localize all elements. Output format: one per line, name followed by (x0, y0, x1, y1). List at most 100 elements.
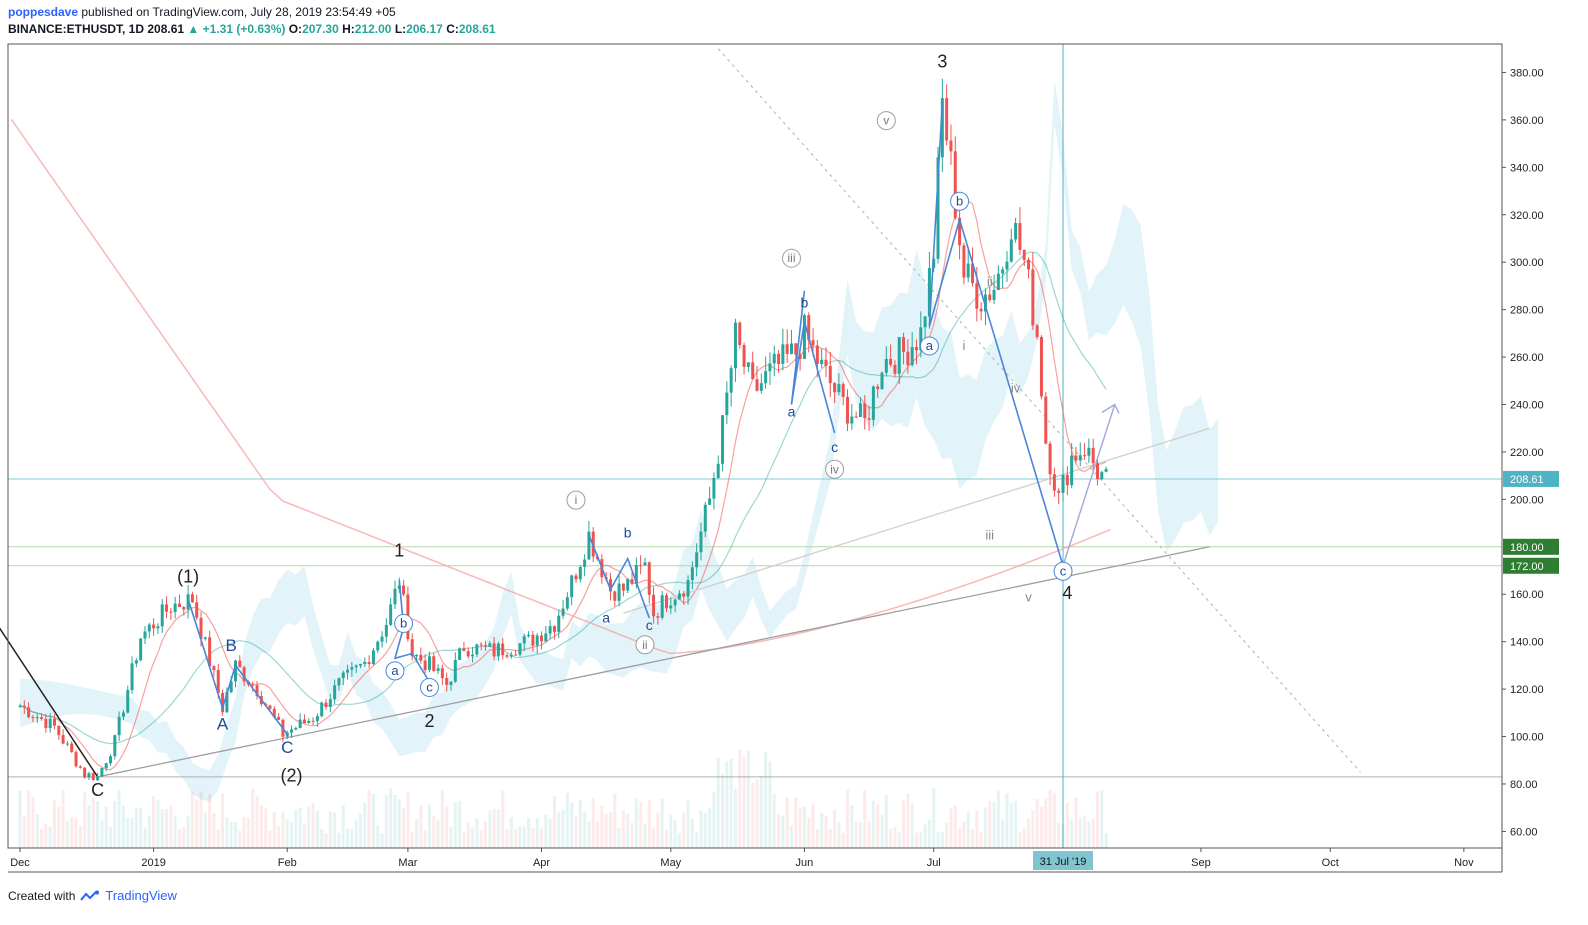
open-value: 207.30 (302, 22, 339, 36)
candle-body (445, 678, 449, 685)
volume-bar (475, 818, 479, 848)
price-badge-label: 208.61 (1510, 474, 1544, 486)
x-tick-label: 2019 (141, 857, 165, 869)
candle-body (1031, 269, 1035, 326)
candle-body (927, 267, 931, 317)
candle-body (884, 358, 888, 373)
volume-bar (177, 829, 181, 848)
candle-body (376, 641, 380, 651)
volume-bar (1014, 801, 1018, 848)
wave-label-circle (419, 677, 439, 697)
candle-body (824, 359, 828, 366)
candle-body (574, 575, 578, 580)
candle-body (134, 660, 138, 664)
candle-body (294, 727, 298, 730)
candle-body (802, 315, 806, 359)
volume-bar (906, 793, 910, 848)
candle-body (794, 343, 798, 355)
volume-bar (277, 825, 281, 848)
volume-bar (96, 801, 100, 848)
volume-bar (143, 827, 147, 848)
volume-bar (820, 812, 824, 848)
volume-bar (876, 804, 880, 848)
volume-bar (294, 809, 298, 848)
candle-body (1091, 447, 1095, 464)
volume-bar (815, 828, 819, 848)
volume-bar (777, 814, 781, 848)
volume-bar (712, 792, 716, 848)
candle-body (22, 705, 26, 708)
volume-bar (677, 832, 681, 848)
wave-label-circled: a (926, 338, 934, 353)
candle-body (40, 717, 44, 719)
low-label: L: (394, 22, 407, 36)
symbol-info: BINANCE:ETHUSDT, 1D 208.61 ▲ +1.31 (+0.6… (8, 22, 496, 36)
projection-arrowhead (1101, 403, 1120, 414)
candle-body (57, 725, 61, 736)
wave-label-minor: C (281, 738, 293, 757)
volume-bar (548, 818, 552, 848)
volume-bar (764, 752, 768, 848)
candle-body (389, 604, 393, 625)
volume-bar (828, 828, 832, 848)
x-tick-label: May (660, 857, 681, 869)
candle-body (242, 667, 246, 682)
price-badge-last (1503, 470, 1559, 487)
up-arrow-icon: ▲ (187, 22, 200, 36)
candle-body (738, 322, 742, 346)
candle-body (820, 359, 824, 365)
candle-body (854, 416, 858, 418)
volume-bar (833, 809, 837, 848)
volume-bar (251, 789, 255, 848)
candle-body (1087, 447, 1091, 456)
candle-body (552, 626, 556, 632)
volume-bar (910, 803, 914, 848)
volume-bar (514, 829, 518, 848)
wave-label-grey: i (962, 338, 965, 353)
volume-bar (492, 809, 496, 848)
candle-body (893, 364, 897, 374)
volume-bar (290, 822, 294, 848)
candle-body (393, 588, 397, 605)
candle-body (350, 667, 354, 670)
candle-body (165, 604, 169, 612)
candle-body (880, 372, 884, 390)
volume-bar (1087, 821, 1091, 848)
candle-body (415, 654, 419, 657)
volume-bar (570, 802, 574, 848)
volume-bar (953, 805, 957, 848)
candle-body (251, 684, 255, 686)
volume-bar (889, 828, 893, 848)
volume-bar (587, 821, 591, 848)
wave-label-minor: c (831, 439, 838, 455)
candle-body (208, 637, 212, 667)
volume-bar (406, 791, 410, 848)
volume-bar (48, 826, 52, 848)
tradingview-brand[interactable]: TradingView (105, 888, 177, 903)
wave-label-circle (635, 635, 655, 655)
candle-body (639, 564, 643, 566)
volume-bar (785, 797, 789, 848)
volume-bar (182, 826, 186, 848)
volume-bar (1091, 818, 1095, 848)
candle-body (953, 151, 957, 218)
volume-bar (884, 795, 888, 848)
volume-bar (208, 794, 212, 848)
volume-bar (759, 775, 763, 848)
candle-body (703, 504, 707, 532)
volume-bar (949, 807, 953, 848)
volume-bar (673, 820, 677, 848)
y-tick-label: 120.00 (1510, 684, 1544, 696)
volume-bar (716, 757, 720, 848)
wave-label-circled: a (391, 663, 399, 678)
candle-body (173, 603, 177, 612)
volume-bar (988, 801, 992, 848)
candle-body (117, 716, 121, 736)
candle-body (371, 650, 375, 665)
volume-bar (449, 826, 453, 848)
candle-body (876, 386, 880, 390)
candle-body (1061, 474, 1065, 493)
volume-bar (44, 823, 48, 848)
author-link[interactable]: poppesdave (8, 5, 79, 19)
